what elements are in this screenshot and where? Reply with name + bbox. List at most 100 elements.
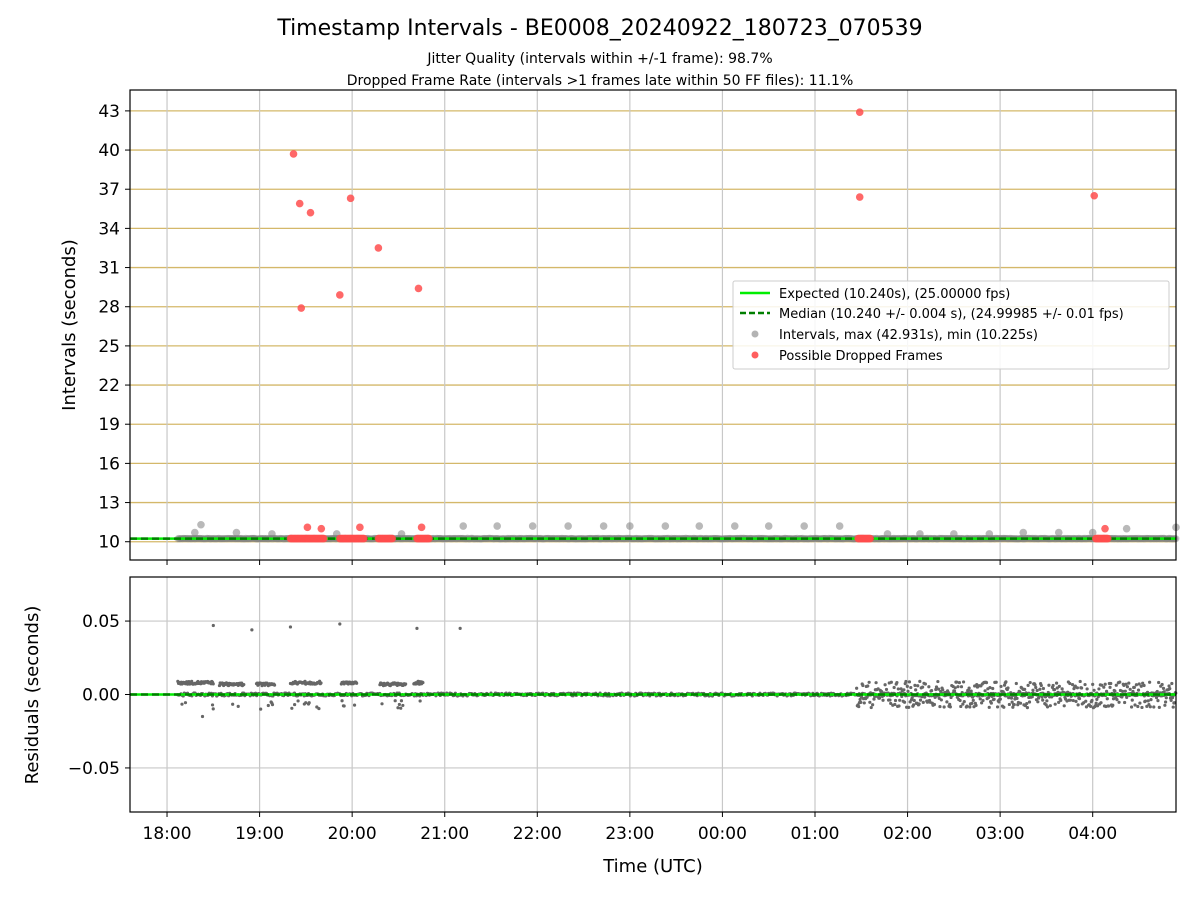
- residual-point: [888, 698, 892, 702]
- residual-point: [969, 689, 973, 693]
- residual-point: [874, 681, 878, 685]
- residual-point: [930, 688, 934, 693]
- residual-point: [913, 683, 917, 687]
- interval-point: [397, 530, 406, 538]
- interval-point: [459, 522, 468, 530]
- x-axis-label: Time (UTC): [602, 856, 703, 877]
- dropped-frame-point: [425, 534, 433, 543]
- residual-point: [1025, 701, 1029, 706]
- residual-point: [871, 703, 875, 707]
- interval-point: [1054, 528, 1063, 537]
- residual-point: [1139, 684, 1143, 688]
- residual-point: [877, 696, 882, 700]
- residual-point: [1099, 701, 1103, 705]
- residual-point: [867, 680, 871, 684]
- residual-point: [1053, 702, 1057, 706]
- residual-point: [355, 681, 359, 685]
- residual-point: [1128, 687, 1132, 691]
- residual-point: [1102, 685, 1106, 689]
- residual-point: [884, 687, 889, 692]
- residual-point: [1161, 686, 1166, 691]
- residual-point: [1143, 699, 1148, 703]
- residual-point: [866, 684, 870, 688]
- residual-point: [1034, 685, 1038, 690]
- residual-point: [953, 686, 957, 690]
- dropped-frame-point: [297, 304, 306, 312]
- x-tick-label: 21:00: [420, 824, 469, 844]
- residual-point: [945, 700, 949, 704]
- residual-point: [1170, 681, 1174, 686]
- residual-point: [1089, 704, 1093, 708]
- residual-point: [941, 688, 945, 692]
- residual-point: [1001, 690, 1005, 694]
- residual-point: [881, 698, 885, 702]
- residual-point: [1129, 705, 1134, 709]
- residual-point: [1028, 680, 1032, 685]
- residual-point: [1171, 705, 1175, 709]
- residual-point: [1168, 686, 1172, 691]
- interval-point: [1122, 524, 1131, 533]
- residual-point: [905, 684, 909, 689]
- top-y-tick-label: 40: [98, 141, 120, 161]
- residual-point: [1036, 696, 1041, 700]
- residual-point: [955, 680, 959, 684]
- residual-point: [1092, 688, 1096, 692]
- residual-point: [180, 702, 184, 706]
- residual-point: [918, 679, 922, 683]
- residual-point: [897, 704, 901, 708]
- residual-point: [1127, 681, 1131, 685]
- residual-point: [401, 703, 405, 708]
- top-y-tick-label: 37: [98, 180, 120, 200]
- residual-point: [904, 679, 908, 684]
- dropped-frame-point: [306, 208, 315, 217]
- top-y-tick-label: 19: [98, 415, 120, 435]
- interval-point: [528, 522, 537, 530]
- residual-point: [1148, 705, 1152, 709]
- residual-point: [992, 697, 996, 701]
- residual-point: [1059, 698, 1063, 703]
- residual-point: [948, 705, 952, 709]
- dropped-frame-point: [303, 523, 312, 532]
- interval-point: [883, 530, 892, 538]
- residual-point: [236, 704, 240, 708]
- residual-point: [259, 707, 263, 711]
- residual-point: [200, 714, 205, 719]
- residual-point: [1123, 700, 1127, 705]
- bottom-y-tick-label: 0.05: [82, 612, 120, 632]
- residual-point: [1163, 703, 1167, 707]
- residual-point: [1091, 682, 1095, 686]
- residual-point: [1036, 700, 1040, 704]
- interval-point: [764, 522, 773, 530]
- legend-dropped-label: Possible Dropped Frames: [779, 349, 943, 364]
- residual-point: [927, 685, 931, 689]
- dropped-frame-point: [1101, 524, 1109, 533]
- residual-point: [1152, 705, 1156, 709]
- x-tick-label: 22:00: [513, 824, 562, 844]
- residual-point: [942, 705, 946, 709]
- residual-point: [981, 698, 985, 703]
- dropped-frame-point: [388, 534, 397, 543]
- residual-point: [319, 681, 323, 685]
- residual-point: [1105, 697, 1109, 701]
- residual-point: [1157, 705, 1161, 709]
- residual-point: [1103, 682, 1107, 686]
- residual-point: [938, 704, 942, 709]
- residual-point: [397, 702, 401, 707]
- residual-point: [1138, 701, 1142, 705]
- residual-point: [1023, 687, 1027, 691]
- residual-point: [889, 680, 893, 684]
- top-y-tick-label: 25: [98, 337, 120, 357]
- dropped-frame-point: [374, 244, 383, 252]
- residual-point: [967, 686, 971, 690]
- top-y-tick-label: 22: [98, 376, 120, 396]
- residual-point: [970, 695, 975, 699]
- residual-point: [965, 704, 969, 708]
- residual-point: [880, 690, 884, 694]
- residual-point: [1035, 688, 1039, 693]
- residual-point: [1045, 705, 1050, 709]
- top-plot-frame: [129, 89, 1177, 561]
- interval-point: [661, 522, 670, 530]
- legend-expected-label: Expected (10.240s), (25.00000 fps): [779, 287, 1010, 302]
- dropped-frame-point: [1104, 534, 1112, 543]
- residual-point: [1075, 686, 1080, 690]
